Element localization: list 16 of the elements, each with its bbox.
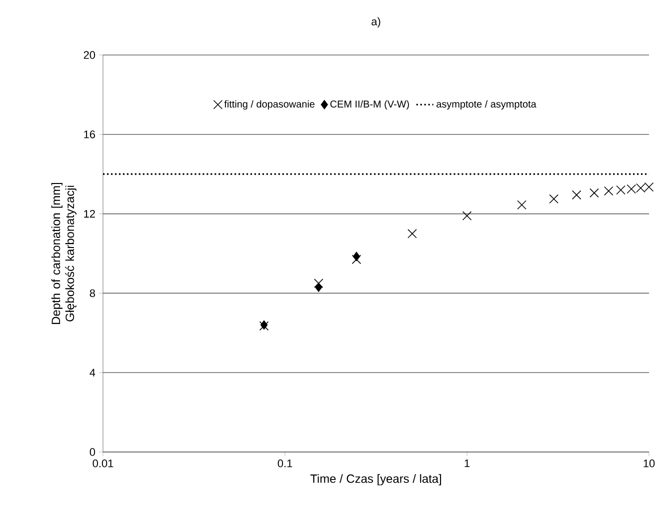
chart-title: a)	[372, 17, 380, 28]
legend-label: fitting / dopasowanie	[224, 100, 314, 110]
y-tick-label: 12	[84, 210, 95, 218]
x-tick-label: 0.01	[92, 460, 114, 468]
y-tick-label: 4	[90, 368, 96, 376]
y-axis-title: Depth of carbonation [mm] Głębokość karbonatyzacji	[51, 182, 76, 324]
x-tick-label: 0.1	[278, 460, 292, 468]
x-axis-title: Time / Czas [years / lata]	[310, 474, 442, 486]
legend-label: CEM II/B-M (V-W)	[330, 100, 409, 110]
y-tick-label: 16	[84, 130, 96, 138]
x-tick-label: 1	[464, 460, 470, 468]
x-tick-label: 10	[644, 460, 655, 468]
y-tick-label: 8	[90, 289, 96, 298]
y-tick-label: 0	[90, 448, 96, 456]
legend-label: asymptote / asymptota	[436, 100, 536, 110]
y-tick-label: 20	[84, 51, 96, 59]
